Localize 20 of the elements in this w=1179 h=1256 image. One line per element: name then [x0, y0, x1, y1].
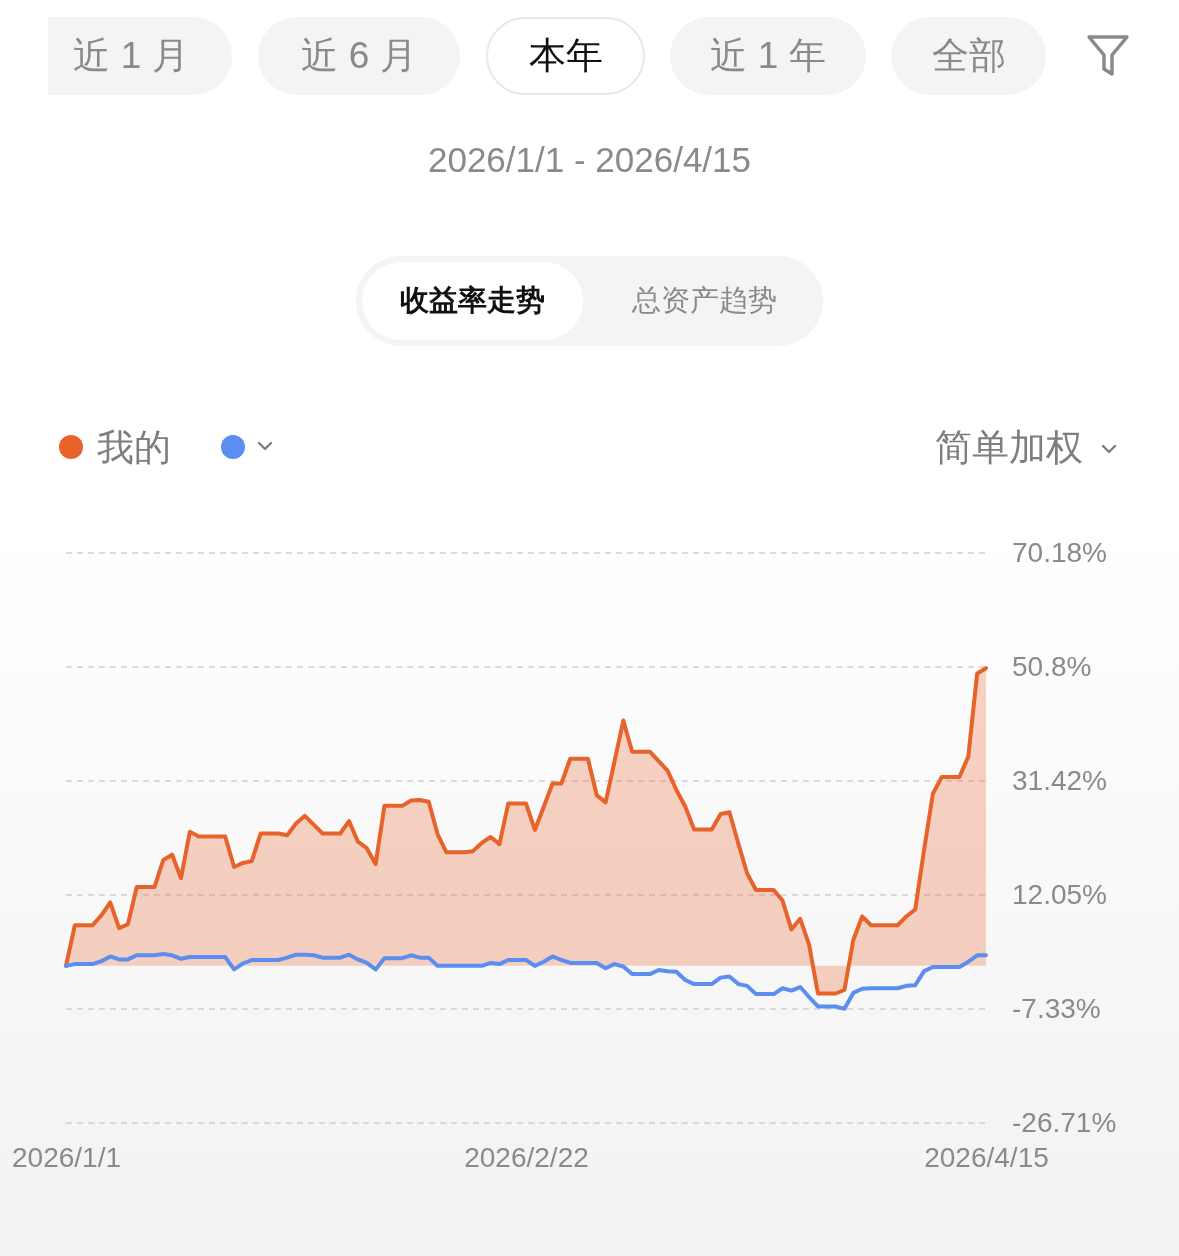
y-tick-label: 31.42%	[1012, 765, 1107, 797]
text: 全部	[891, 17, 1046, 95]
y-tick-label: 70.18%	[1012, 537, 1107, 569]
legend-label: 我的	[97, 426, 171, 468]
text: 本年	[486, 17, 645, 95]
line-series	[64, 952, 988, 1011]
text: 近 1 月	[48, 17, 232, 95]
text: 近 1 年	[670, 17, 866, 95]
y-tick-label: -7.33%	[1012, 993, 1101, 1025]
x-tick-label: 2026/1/1	[12, 1141, 121, 1173]
text: 简单加权	[935, 426, 1083, 470]
text: 近 6 月	[258, 17, 460, 95]
chart-subtitle: 2026/1/1 - 2026/4/15	[426, 139, 753, 181]
y-tick-label: 50.8%	[1012, 651, 1092, 683]
y-tick-label: -26.71%	[1012, 1107, 1117, 1139]
x-tick-label: 2026/2/22	[464, 1141, 589, 1173]
text: 总资产趋势	[630, 283, 778, 318]
y-tick-label: 12.05%	[1012, 879, 1107, 911]
x-tick-label: 2026/4/15	[924, 1141, 1049, 1173]
text: 收益率走势	[362, 262, 583, 340]
